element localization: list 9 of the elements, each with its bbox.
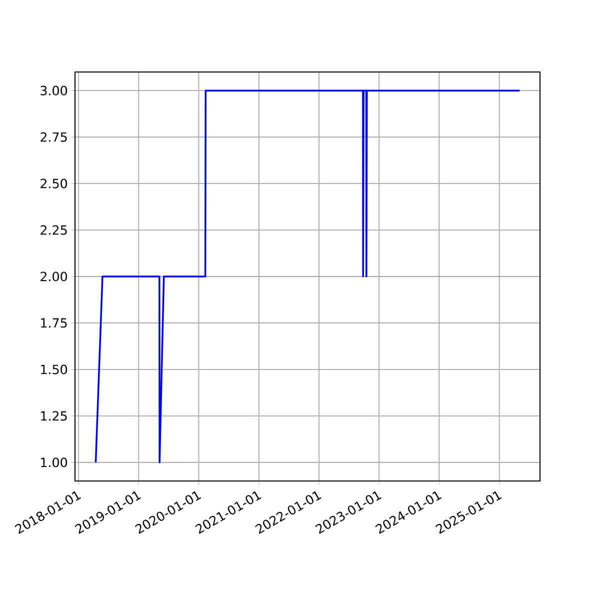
y-tick-label: 3.00 [40,86,68,96]
y-tick-label: 2.50 [40,178,68,188]
y-tick-label: 1.00 [41,458,68,468]
y-tick-label: 1.50 [41,364,68,374]
y-tick-label: 2.75 [40,132,67,142]
y-tick-label: 1.75 [41,318,67,328]
y-tick-label: 2.25 [40,225,67,235]
y-tick-label: 1.25 [41,411,67,421]
y-tick-label: 2.00 [40,272,68,282]
